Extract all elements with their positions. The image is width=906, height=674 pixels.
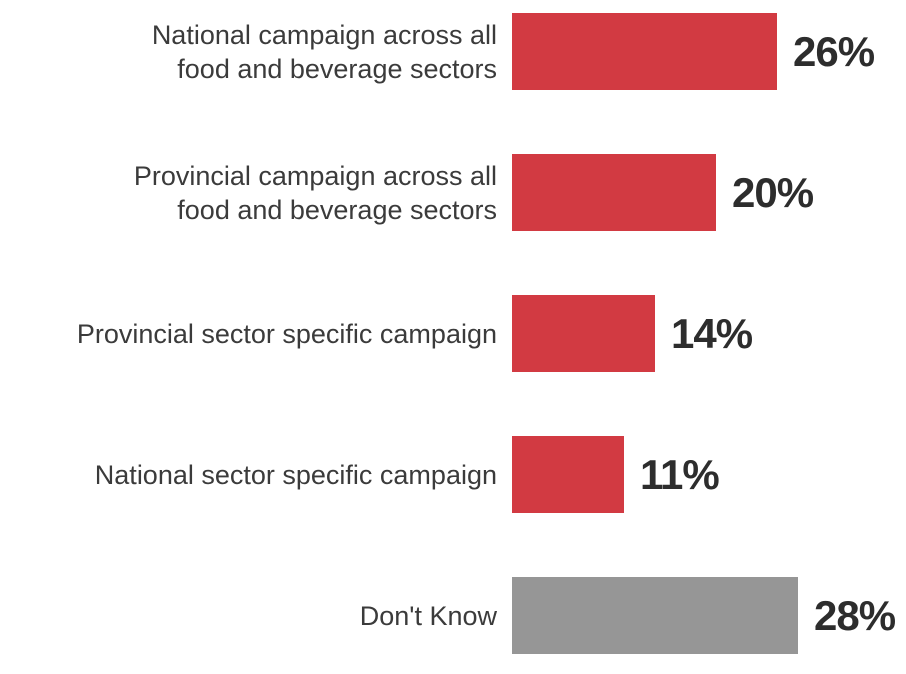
category-label: Provincial sector specific campaign	[76, 318, 497, 349]
bar-row: Provincial campaign across all food and …	[0, 154, 906, 231]
value-label: 14%	[671, 309, 753, 357]
value-label: 20%	[732, 168, 814, 216]
value-label: 28%	[814, 591, 896, 639]
bar	[512, 577, 798, 654]
bar-area: 20%	[512, 154, 814, 231]
category-label: National campaign across all food and be…	[151, 19, 497, 84]
bar-row: Provincial sector specific campaign 14%	[0, 295, 906, 372]
bar-row: National sector specific campaign 11%	[0, 436, 906, 513]
bar-row: National campaign across all food and be…	[0, 13, 906, 90]
bar-area: 28%	[512, 577, 896, 654]
bar-area: 14%	[512, 295, 753, 372]
bar	[512, 154, 716, 231]
bar-area: 26%	[512, 13, 875, 90]
value-label: 11%	[640, 450, 720, 498]
category-label: National sector specific campaign	[94, 459, 497, 490]
value-label: 26%	[793, 27, 875, 75]
bar	[512, 295, 655, 372]
bar-area: 11%	[512, 436, 720, 513]
bar	[512, 13, 777, 90]
bar-row: Don't Know 28%	[0, 577, 906, 654]
bar	[512, 436, 624, 513]
category-label: Provincial campaign across all food and …	[133, 160, 497, 225]
category-label: Don't Know	[359, 600, 497, 631]
